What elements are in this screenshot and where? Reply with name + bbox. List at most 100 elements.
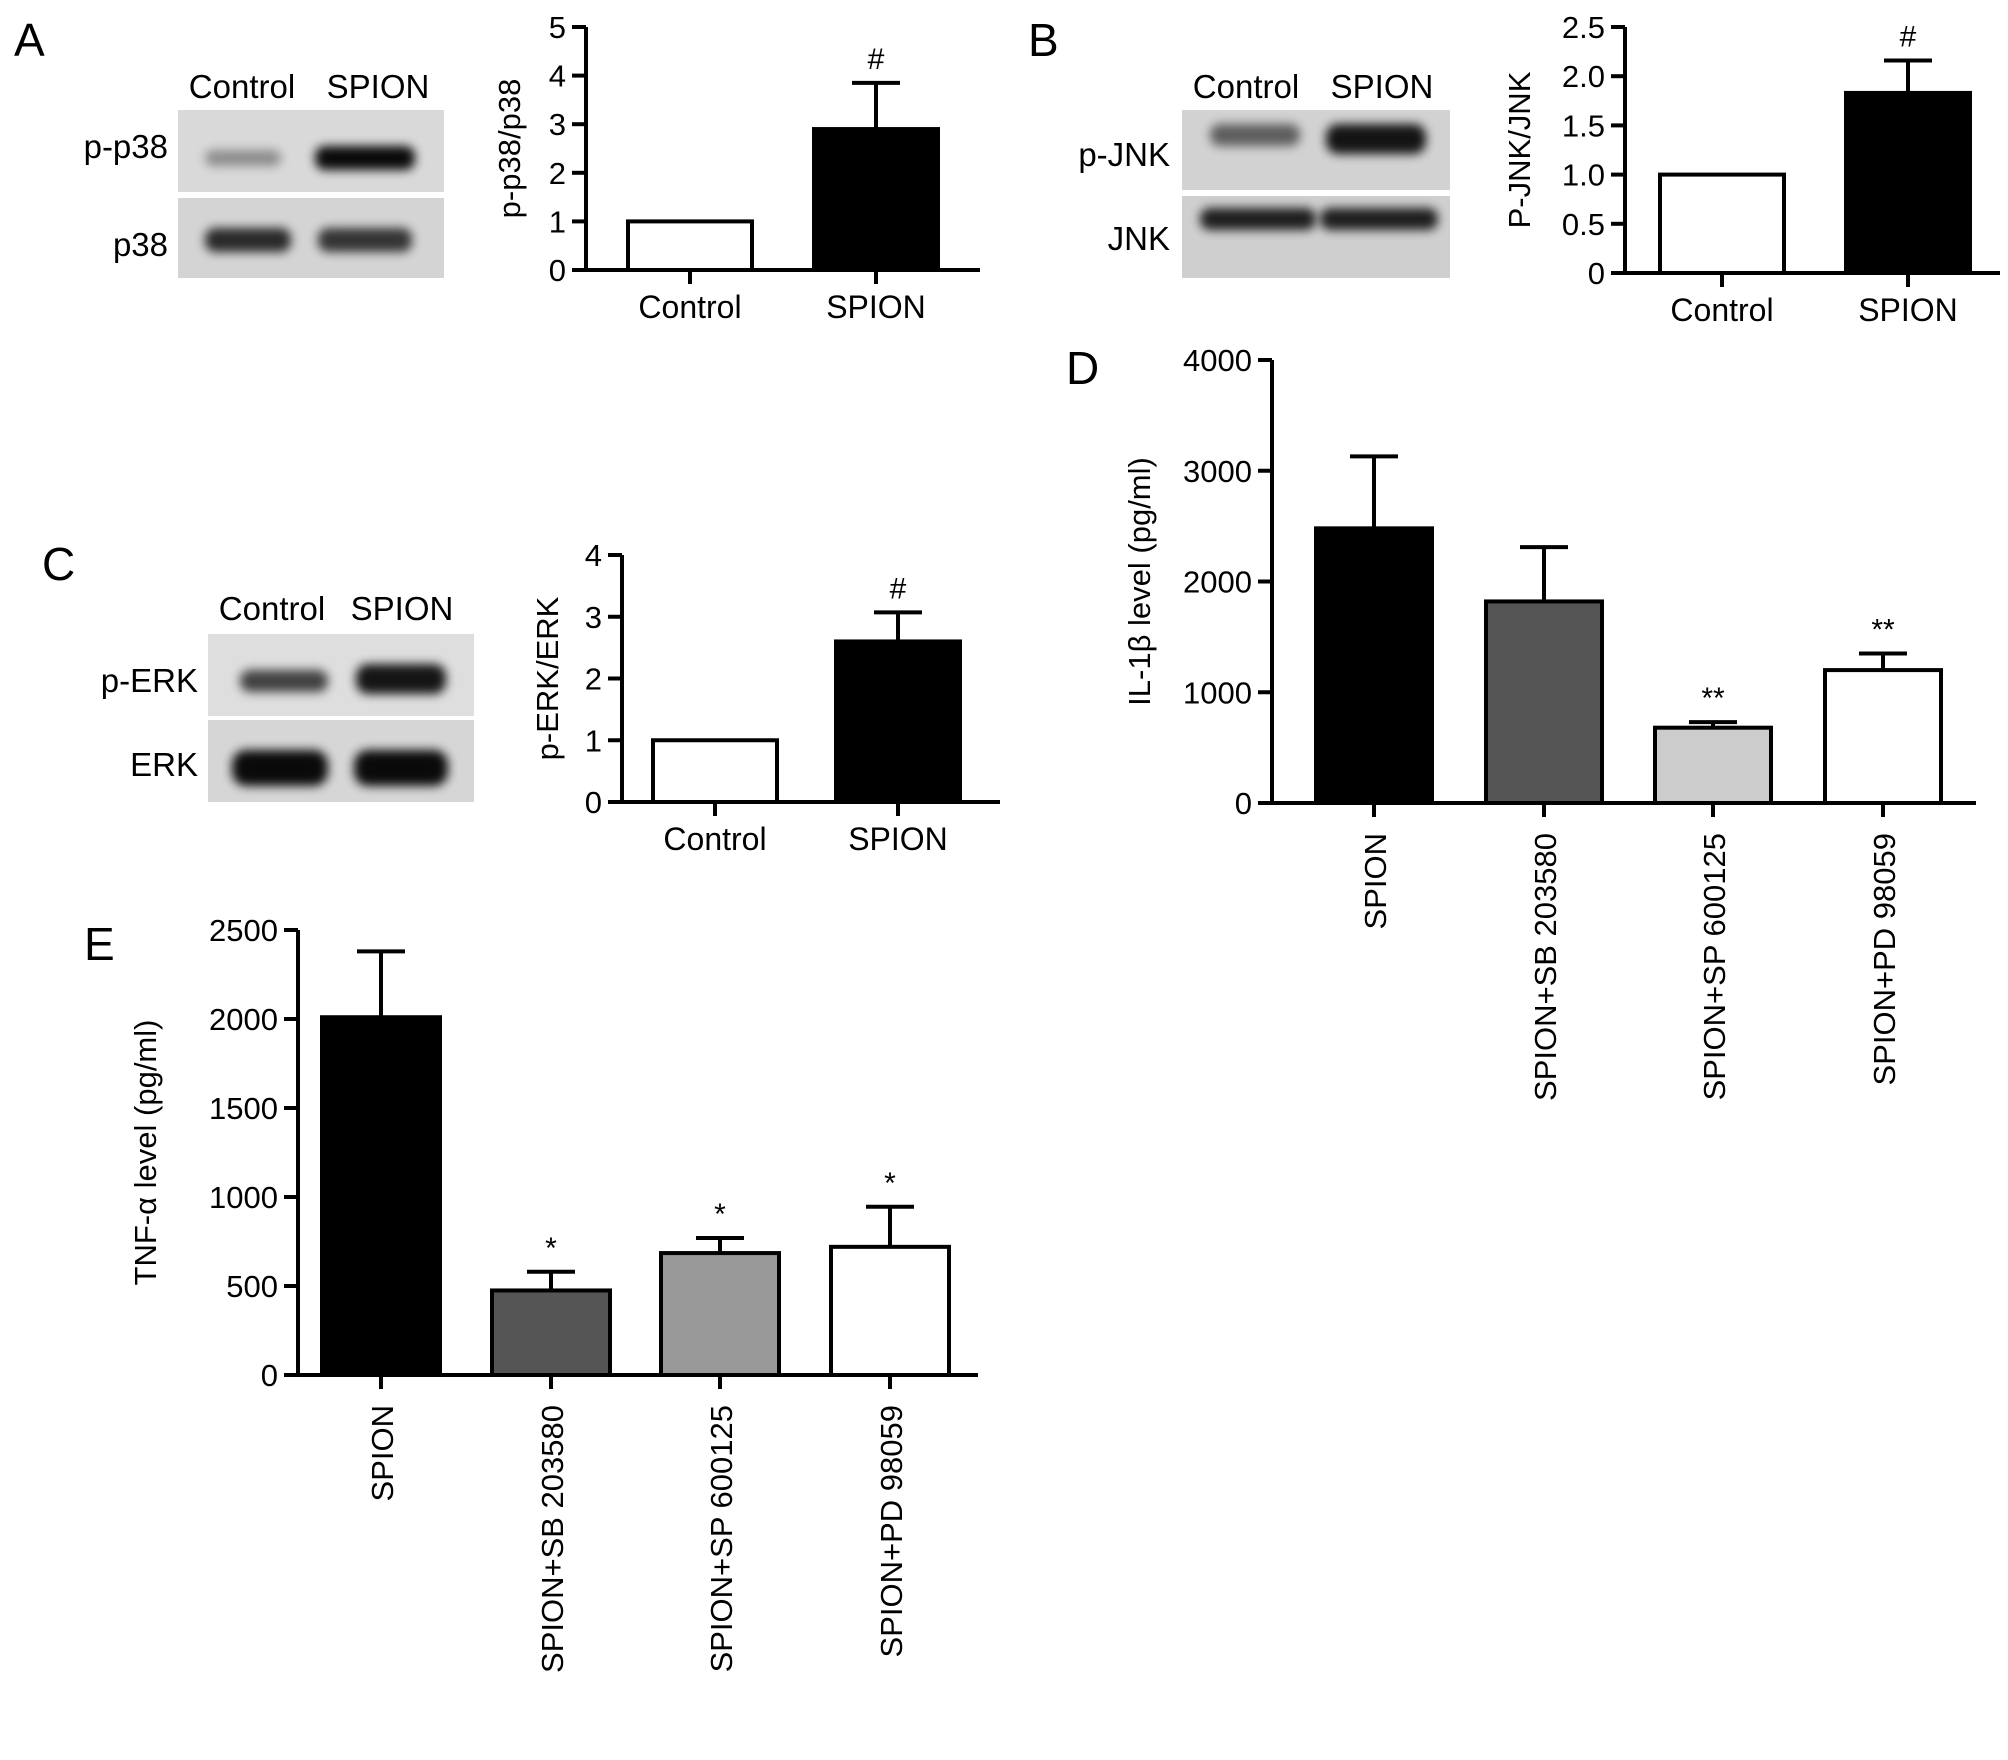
- y-axis-title: TNF-α level (pg/ml): [128, 1020, 163, 1286]
- panel-label-e: E: [84, 918, 115, 970]
- significance-marker: *: [545, 1232, 557, 1265]
- blot-b-row-label: JNK: [1108, 220, 1170, 257]
- x-category-label: Control: [663, 821, 766, 857]
- y-tick-label: 0: [549, 253, 566, 288]
- y-tick-label: 3000: [1183, 454, 1252, 489]
- blot-c: Control SPION p-ERK ERK: [101, 590, 474, 802]
- significance-marker: *: [714, 1198, 726, 1231]
- y-tick-label: 1500: [209, 1091, 278, 1126]
- y-tick-label: 0: [1588, 256, 1605, 291]
- panel-label-d: D: [1066, 342, 1099, 394]
- x-category-label: SPION: [826, 289, 926, 325]
- x-category-label: SPION: [365, 1405, 400, 1501]
- chart-d: 0 1000 2000 3000 4000 IL-1β level (pg/ml) SPIO…: [1122, 343, 1976, 1101]
- blot-b-column-label: Control: [1193, 68, 1299, 105]
- bar: [1484, 599, 1604, 805]
- bar: [812, 127, 940, 272]
- bar: [659, 1251, 781, 1377]
- x-category-label: SPION+SB 203580: [1528, 833, 1563, 1101]
- blot-c-row-label: ERK: [130, 746, 198, 783]
- x-category-label: SPION: [848, 821, 948, 857]
- blot-a-band: [205, 228, 291, 252]
- y-tick-label: 2: [585, 662, 602, 697]
- blot-a-band: [205, 150, 281, 166]
- bar: [1658, 172, 1786, 276]
- panel-label-b: B: [1028, 14, 1059, 66]
- y-tick-label: 500: [226, 1269, 278, 1304]
- y-tick-label: 1: [585, 723, 602, 758]
- y-tick-label: 1.0: [1562, 158, 1605, 193]
- blot-a-band: [315, 146, 415, 170]
- y-axis-title: p-ERK/ERK: [530, 596, 565, 760]
- y-axis-title: P-JNK/JNK: [1502, 71, 1537, 228]
- significance-marker: **: [1701, 682, 1725, 715]
- panel-label-a: A: [14, 14, 45, 66]
- blot-a-row-label: p38: [113, 226, 168, 263]
- bar: [829, 1244, 951, 1377]
- bar: [651, 738, 779, 804]
- bar: [1844, 90, 1972, 276]
- x-category-label: SPION: [1858, 292, 1958, 328]
- y-tick-label: 5: [549, 10, 566, 45]
- blot-b: Control SPION p-JNK JNK: [1078, 68, 1450, 278]
- chart-b: 0 0.5 1.0 1.5 2.0 2.5 P-JNK/JNK Control # SPION: [1502, 10, 2000, 328]
- x-category-label: SPION+SP 600125: [1697, 833, 1732, 1100]
- bar: [834, 639, 962, 805]
- bar: [1823, 668, 1943, 805]
- blot-a-column-label: Control: [189, 68, 295, 105]
- significance-marker: #: [890, 572, 907, 605]
- y-tick-label: 4000: [1183, 343, 1252, 378]
- blot-a: Control SPION p-p38 p38: [84, 68, 444, 278]
- chart-e: 0 500 1000 1500 2000 2500 TNF-α level (pg/ml) S…: [128, 913, 978, 1673]
- y-tick-label: 2.5: [1562, 10, 1605, 45]
- y-tick-label: 3: [585, 600, 602, 635]
- y-tick-label: 2500: [209, 913, 278, 948]
- blot-c-band: [356, 664, 446, 694]
- y-tick-label: 3: [549, 107, 566, 142]
- x-category-label: Control: [638, 289, 741, 325]
- x-category-label: SPION: [1358, 833, 1393, 929]
- blot-a-band: [318, 228, 412, 252]
- bar: [320, 1015, 442, 1377]
- y-tick-label: 2.0: [1562, 59, 1605, 94]
- blot-b-band: [1326, 124, 1426, 154]
- blot-c-band: [232, 750, 328, 786]
- y-tick-label: 4: [585, 538, 602, 573]
- blot-b-band: [1210, 124, 1300, 146]
- y-tick-label: 0: [261, 1358, 278, 1393]
- blot-b-column-label: SPION: [1331, 68, 1434, 105]
- x-category-label: Control: [1670, 292, 1773, 328]
- significance-marker: *: [884, 1167, 896, 1200]
- bar: [1653, 725, 1773, 805]
- blot-b-band: [1200, 208, 1316, 230]
- significance-marker: #: [1900, 20, 1917, 53]
- y-axis-title: p-p38/p38: [492, 79, 527, 219]
- bar: [490, 1288, 612, 1377]
- y-tick-label: 1000: [209, 1180, 278, 1215]
- chart-a: 0 1 2 3 4 5 p-p38/p38 Control # SPION: [492, 10, 980, 325]
- y-tick-label: 1: [549, 204, 566, 239]
- y-tick-label: 4: [549, 59, 566, 94]
- y-tick-label: 2: [549, 156, 566, 191]
- blot-c-column-label: SPION: [351, 590, 454, 627]
- blot-a-row-label: p-p38: [84, 128, 168, 165]
- y-tick-label: 1000: [1183, 675, 1252, 710]
- y-tick-label: 1.5: [1562, 108, 1605, 143]
- y-tick-label: 2000: [209, 1002, 278, 1037]
- panel-label-c: C: [42, 538, 75, 590]
- significance-marker: #: [868, 43, 885, 76]
- blot-a-column-label: SPION: [327, 68, 430, 105]
- x-category-label: SPION+SB 203580: [535, 1405, 570, 1673]
- blot-b-row-label: p-JNK: [1078, 136, 1170, 173]
- y-tick-label: 0: [585, 785, 602, 820]
- blot-c-column-label: Control: [219, 590, 325, 627]
- y-axis-title: IL-1β level (pg/ml): [1122, 457, 1157, 706]
- y-tick-label: 0: [1235, 786, 1252, 821]
- y-tick-label: 0.5: [1562, 207, 1605, 242]
- bar: [1314, 526, 1434, 806]
- significance-marker: **: [1871, 613, 1895, 646]
- blot-c-band: [354, 750, 448, 786]
- chart-c: 0 1 2 3 4 p-ERK/ERK Control # SPION: [530, 538, 1000, 857]
- blot-c-band: [240, 670, 328, 692]
